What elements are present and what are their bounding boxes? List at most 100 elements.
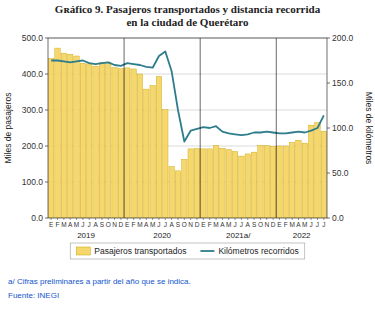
bar [264,146,269,218]
bar [315,123,320,218]
bar [61,53,66,218]
x-tick-label: N [264,221,269,228]
bar [150,86,155,218]
x-tick [222,218,223,220]
bar [144,89,149,218]
x-tick-label: E [125,221,130,228]
bar [245,154,250,218]
y-tick-label: 500.0 [22,33,44,43]
bar [55,48,60,218]
bar [302,143,307,218]
bar [226,150,231,218]
x-tick-label: A [296,221,301,228]
x-tick [51,218,52,220]
x-tick-label: J [233,221,236,228]
bar [220,148,225,218]
x-tick-label: S [100,221,105,228]
x-tick [89,218,90,220]
bar [232,151,237,218]
y-tick [45,182,48,183]
bar [296,140,301,218]
x-tick [285,218,286,220]
year-label: 2020 [153,231,171,240]
bar [289,142,294,218]
x-tick [133,218,134,220]
y-tick-label: 300.0 [22,105,44,115]
x-tick [158,218,159,220]
x-tick [241,218,242,220]
bar [99,62,104,218]
year-separator [276,38,277,218]
bar [169,167,174,218]
bar [308,125,313,218]
bar [201,149,206,218]
x-tick-label: J [88,221,91,228]
x-tick-label: E [49,221,54,228]
x-tick-label: D [195,221,200,228]
x-tick [177,218,178,220]
x-tick [216,218,217,220]
x-tick [298,218,299,220]
y-tick [45,218,48,219]
data [48,48,326,218]
x-tick [317,218,318,220]
x-tick-label: J [81,221,84,228]
legend-label: Pasajeros transportados [94,246,186,256]
x-tick [82,218,83,220]
legend-swatch [200,250,214,252]
bar [251,152,256,218]
year-label: 2022 [293,231,311,240]
x-tick [247,218,248,220]
y2-tick [327,173,330,174]
y-tick-label: 400.0 [22,69,44,79]
x-tick-label: F [56,221,60,228]
y2-tick [327,38,330,39]
y2-tick-label: 150.0 [332,78,354,88]
x-tick [114,218,115,220]
x-tick-label: D [119,221,124,228]
x-tick-label: A [68,221,73,228]
x-tick [190,218,191,220]
x-tick [197,218,198,220]
legend-swatch [76,247,90,255]
y2-tick [327,83,330,84]
x-tick-label: A [93,221,98,228]
bar [137,74,142,218]
bar [163,110,168,218]
x-tick [228,218,229,220]
footnote: a/ Cifras preliminares a partir del año … [8,277,191,286]
x-tick-label: A [144,221,149,228]
x-tick-label: O [106,221,111,228]
y-tick-label: 0.0 [31,213,43,223]
year-label: 2019 [77,231,95,240]
y2-tick [327,128,330,129]
subtitle: en la ciudad de Querétaro [126,16,249,28]
x-tick-label: S [176,221,181,228]
x-tick [139,218,140,220]
x-tick [63,218,64,220]
x-tick-label: F [284,221,288,228]
bar [67,54,72,218]
x-tick-label: E [201,221,206,228]
title: Gʀáfico 9. Pasajeros transportados y dis… [55,3,321,15]
y-tick [45,38,48,39]
y-tick [45,146,48,147]
bar [112,68,117,218]
legend-frame [70,243,304,259]
bar [277,146,282,218]
y2-tick-label: 0.0 [332,213,344,223]
x-tick-label: S [252,221,257,228]
source: Fuente: INEGI [8,291,59,300]
x-tick-label: M [137,221,142,228]
x-tick [57,218,58,220]
bar [93,66,98,218]
chart: Gʀáfico 9. Pasajeros transportados y dis… [0,0,375,320]
bar [118,69,123,218]
bar [87,64,92,218]
bar [175,171,180,218]
bar [283,146,288,218]
plot-frame [48,38,327,218]
bar [48,59,53,218]
x-tick-label: A [220,221,225,228]
legend: Pasajeros transportadosKilómetros recorr… [70,243,304,259]
